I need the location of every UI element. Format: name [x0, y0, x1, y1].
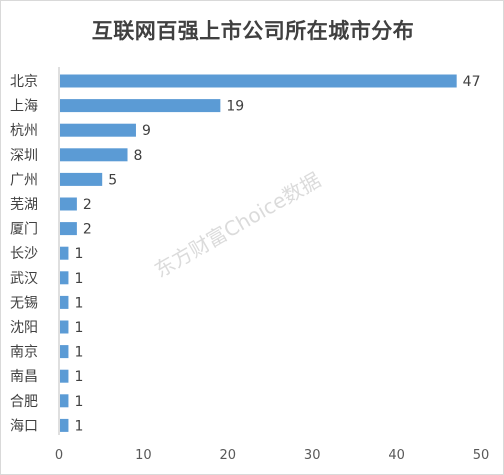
bar	[60, 123, 136, 137]
bar	[60, 74, 457, 88]
category-label: 武汉	[10, 271, 38, 287]
watermark-text: 东方财富Choice数据	[150, 168, 325, 283]
category-label: 广州	[10, 172, 38, 188]
data-label: 5	[108, 172, 117, 188]
x-tick-label: 0	[55, 448, 63, 463]
data-label: 1	[74, 369, 83, 385]
data-label: 1	[74, 345, 83, 361]
bar	[60, 345, 69, 359]
data-label: 8	[134, 148, 143, 164]
x-tick-label: 30	[304, 448, 321, 463]
data-label: 1	[74, 394, 83, 410]
data-label: 2	[83, 197, 92, 213]
data-label: 9	[142, 123, 151, 139]
data-label: 1	[74, 246, 83, 262]
bar	[60, 197, 77, 211]
data-label: 19	[226, 99, 244, 115]
chart-title: 互联网百强上市公司所在城市分布	[91, 19, 415, 43]
watermark-layer: 东方财富Choice数据	[150, 168, 325, 283]
data-label: 1	[74, 418, 83, 434]
category-label: 深圳	[10, 148, 38, 164]
x-tick-label: 50	[473, 448, 490, 463]
category-label: 无锡	[10, 295, 38, 311]
bar	[60, 320, 69, 334]
bar	[60, 295, 69, 309]
category-label: 海口	[10, 418, 38, 434]
bar	[60, 148, 128, 162]
category-label: 沈阳	[10, 320, 38, 336]
bar	[60, 418, 69, 432]
x-tick-label: 40	[388, 448, 405, 463]
bar	[60, 99, 221, 113]
bar	[60, 369, 69, 383]
category-label: 南京	[10, 345, 38, 361]
category-label: 北京	[10, 74, 38, 90]
bar	[60, 246, 69, 260]
bars-layer	[60, 74, 457, 432]
category-label: 杭州	[10, 123, 38, 139]
x-tick-label: 10	[135, 448, 152, 463]
bar	[60, 394, 69, 408]
x-tick-label: 20	[220, 448, 237, 463]
bar	[60, 172, 103, 186]
data-label: 1	[74, 271, 83, 287]
bar	[60, 222, 77, 236]
category-label: 芜湖	[10, 196, 38, 213]
data-label: 1	[74, 320, 83, 336]
data-label: 2	[83, 222, 92, 238]
labels-layer: 北京 47 上海 19 杭州 9 深圳 8 广州 5 芜湖 2 厦门 2 长沙 1 武汉 1 无锡 1 沈阳 1 南京 1 南昌…	[10, 74, 481, 434]
data-label: 1	[74, 295, 83, 311]
category-label: 长沙	[10, 246, 38, 262]
category-label: 南昌	[10, 369, 38, 385]
category-label: 合肥	[10, 394, 38, 410]
data-label: 47	[463, 74, 481, 90]
axis-layer: 0 10 20 30 40 50	[55, 67, 489, 463]
category-label: 上海	[10, 99, 38, 115]
bar	[60, 271, 69, 285]
category-label: 厦门	[10, 222, 38, 238]
